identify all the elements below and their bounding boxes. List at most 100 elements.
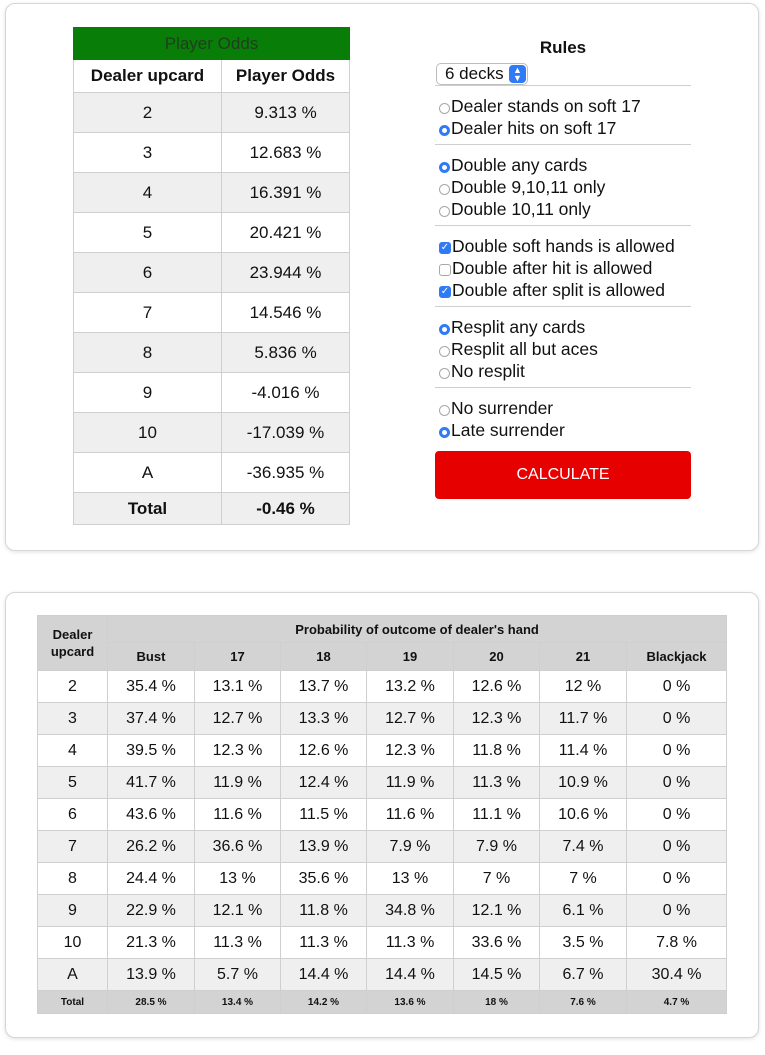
radio-button[interactable] (439, 161, 450, 173)
outcome-total-cell: 18 % (453, 990, 540, 1014)
outcome-total-cell: 13.6 % (366, 990, 454, 1014)
outcome-value-cell: 11.5 % (280, 798, 367, 831)
radio-button[interactable] (439, 404, 450, 416)
outcome-value-cell: 37.4 % (107, 702, 195, 735)
rule-option-soft17[interactable]: Dealer hits on soft 17 (435, 117, 691, 139)
outcome-column-header: Bust (107, 642, 195, 671)
outcome-value-cell: 35.4 % (107, 670, 195, 703)
player-odds-caption: Player Odds (72, 27, 351, 60)
outcome-value-cell: 0 % (625, 766, 728, 799)
outcome-row: 8 24.4 % 13 % 35.6 % 13 % 7 % 7 % 0 % (37, 862, 728, 895)
radio-button[interactable] (439, 183, 450, 195)
outcome-row: 2 35.4 % 13.1 % 13.7 % 13.2 % 12.6 % 12 % 0 % (37, 670, 728, 703)
outcome-table: Dealer upcard Probability of outcome of … (37, 615, 728, 1014)
outcome-value-cell: 11.7 % (539, 702, 627, 735)
checkbox[interactable]: ✓ (439, 286, 451, 298)
outcome-total-cell: 13.4 % (194, 990, 281, 1014)
radio-button[interactable] (439, 323, 450, 335)
outcome-value-cell: 0 % (625, 830, 728, 863)
player-odds-row: 4 16.391 % (73, 172, 351, 213)
radio-button[interactable] (439, 102, 450, 114)
outcome-upcard-cell: 2 (37, 670, 108, 703)
double-group: Double any cards Double 9,10,11 only Doubl… (435, 144, 691, 225)
outcome-total-cell: 28.5 % (107, 990, 195, 1014)
rule-option-label: Double 10,11 only (451, 199, 591, 219)
rule-option-surrender[interactable]: No surrender (435, 397, 691, 419)
outcome-value-cell: 7.9 % (366, 830, 454, 863)
rule-option-double[interactable]: Double 9,10,11 only (435, 176, 691, 198)
outcome-value-cell: 12.3 % (194, 734, 281, 767)
rule-option-surrender[interactable]: Late surrender (435, 419, 691, 441)
player-odds-row: A -36.935 % (73, 452, 351, 493)
rule-option-double-options[interactable]: Double after hit is allowed (435, 257, 691, 279)
outcome-upcard-cell: 4 (37, 734, 108, 767)
rule-option-double[interactable]: Double any cards (435, 154, 691, 176)
outcome-value-cell: 10.6 % (539, 798, 627, 831)
upcard-cell: 3 (73, 132, 222, 173)
outcome-value-cell: 12.1 % (453, 894, 540, 927)
rules-title: Rules (539, 38, 587, 57)
player-odds-row: 8 5.836 % (73, 332, 351, 373)
radio-button[interactable] (439, 426, 450, 438)
rules-panel: Rules 6 decks ▲ ▼ Dealer stands on soft 1… (435, 34, 691, 499)
outcome-corner-header: Dealer upcard (37, 615, 108, 671)
select-arrows-icon: ▲ ▼ (509, 65, 526, 83)
outcome-column-header: 20 (453, 642, 540, 671)
rule-option-label: Resplit any cards (451, 317, 586, 337)
decks-select-value: 6 decks (445, 64, 504, 83)
outcome-value-cell: 12.7 % (366, 702, 454, 735)
checkbox[interactable] (439, 264, 451, 276)
outcome-value-cell: 14.5 % (453, 958, 540, 991)
radio-button[interactable] (439, 367, 450, 379)
outcome-row: 5 41.7 % 11.9 % 12.4 % 11.9 % 11.3 % 10.9 % 0 % (37, 766, 728, 799)
outcome-value-cell: 13.2 % (366, 670, 454, 703)
checkbox[interactable]: ✓ (439, 242, 451, 254)
rule-option-resplit[interactable]: Resplit all but aces (435, 338, 691, 360)
outcome-row: 7 26.2 % 36.6 % 13.9 % 7.9 % 7.9 % 7.4 % 0 % (37, 830, 728, 863)
upcard-cell: 7 (73, 292, 222, 333)
outcome-value-cell: 11.8 % (453, 734, 540, 767)
rule-option-label: Dealer hits on soft 17 (451, 118, 617, 138)
upcard-cell: 8 (73, 332, 222, 373)
rule-option-double[interactable]: Double 10,11 only (435, 198, 691, 220)
outcome-upcard-cell: 6 (37, 798, 108, 831)
decks-select[interactable]: 6 decks ▲ ▼ (436, 63, 528, 85)
outcome-value-cell: 0 % (625, 862, 728, 895)
outcome-upcard-cell: 8 (37, 862, 108, 895)
outcome-column-header: 21 (539, 642, 627, 671)
outcome-value-cell: 11.9 % (366, 766, 454, 799)
outcome-value-cell: 12.4 % (280, 766, 367, 799)
outcome-value-cell: 0 % (625, 894, 728, 927)
radio-button[interactable] (439, 205, 450, 217)
outcome-value-cell: 3.5 % (539, 926, 627, 959)
surrender-group: No surrender Late surrender (435, 387, 691, 446)
odds-cell: -17.039 % (220, 412, 351, 453)
player-odds-total-row: Total -0.46 % (73, 492, 351, 525)
outcome-value-cell: 5.7 % (194, 958, 281, 991)
rule-option-soft17[interactable]: Dealer stands on soft 17 (435, 95, 691, 117)
player-odds-row: 10 -17.039 % (73, 412, 351, 453)
rule-option-double-options[interactable]: ✓ Double after split is allowed (435, 279, 691, 301)
rule-option-resplit[interactable]: No resplit (435, 360, 691, 382)
radio-button[interactable] (439, 345, 450, 357)
calculate-button[interactable]: CALCULATE (435, 451, 691, 499)
rule-option-label: Double after hit is allowed (452, 258, 653, 278)
outcome-value-cell: 13.1 % (194, 670, 281, 703)
player-odds-row: 7 14.546 % (73, 292, 351, 333)
outcome-total-cell: 7.6 % (539, 990, 627, 1014)
outcome-value-cell: 10.9 % (539, 766, 627, 799)
outcome-upcard-cell: 9 (37, 894, 108, 927)
outcome-value-cell: 22.9 % (107, 894, 195, 927)
total-label: Total (73, 492, 222, 525)
outcome-value-cell: 21.3 % (107, 926, 195, 959)
radio-button[interactable] (439, 124, 450, 136)
outcome-value-cell: 36.6 % (194, 830, 281, 863)
header-dealer-upcard: Dealer upcard (73, 59, 222, 93)
outcome-value-cell: 11.6 % (194, 798, 281, 831)
upcard-cell: 10 (73, 412, 222, 453)
rule-option-label: Double soft hands is allowed (452, 236, 675, 256)
outcome-value-cell: 14.4 % (366, 958, 454, 991)
rule-option-resplit[interactable]: Resplit any cards (435, 316, 691, 338)
rule-option-double-options[interactable]: ✓ Double soft hands is allowed (435, 235, 691, 257)
